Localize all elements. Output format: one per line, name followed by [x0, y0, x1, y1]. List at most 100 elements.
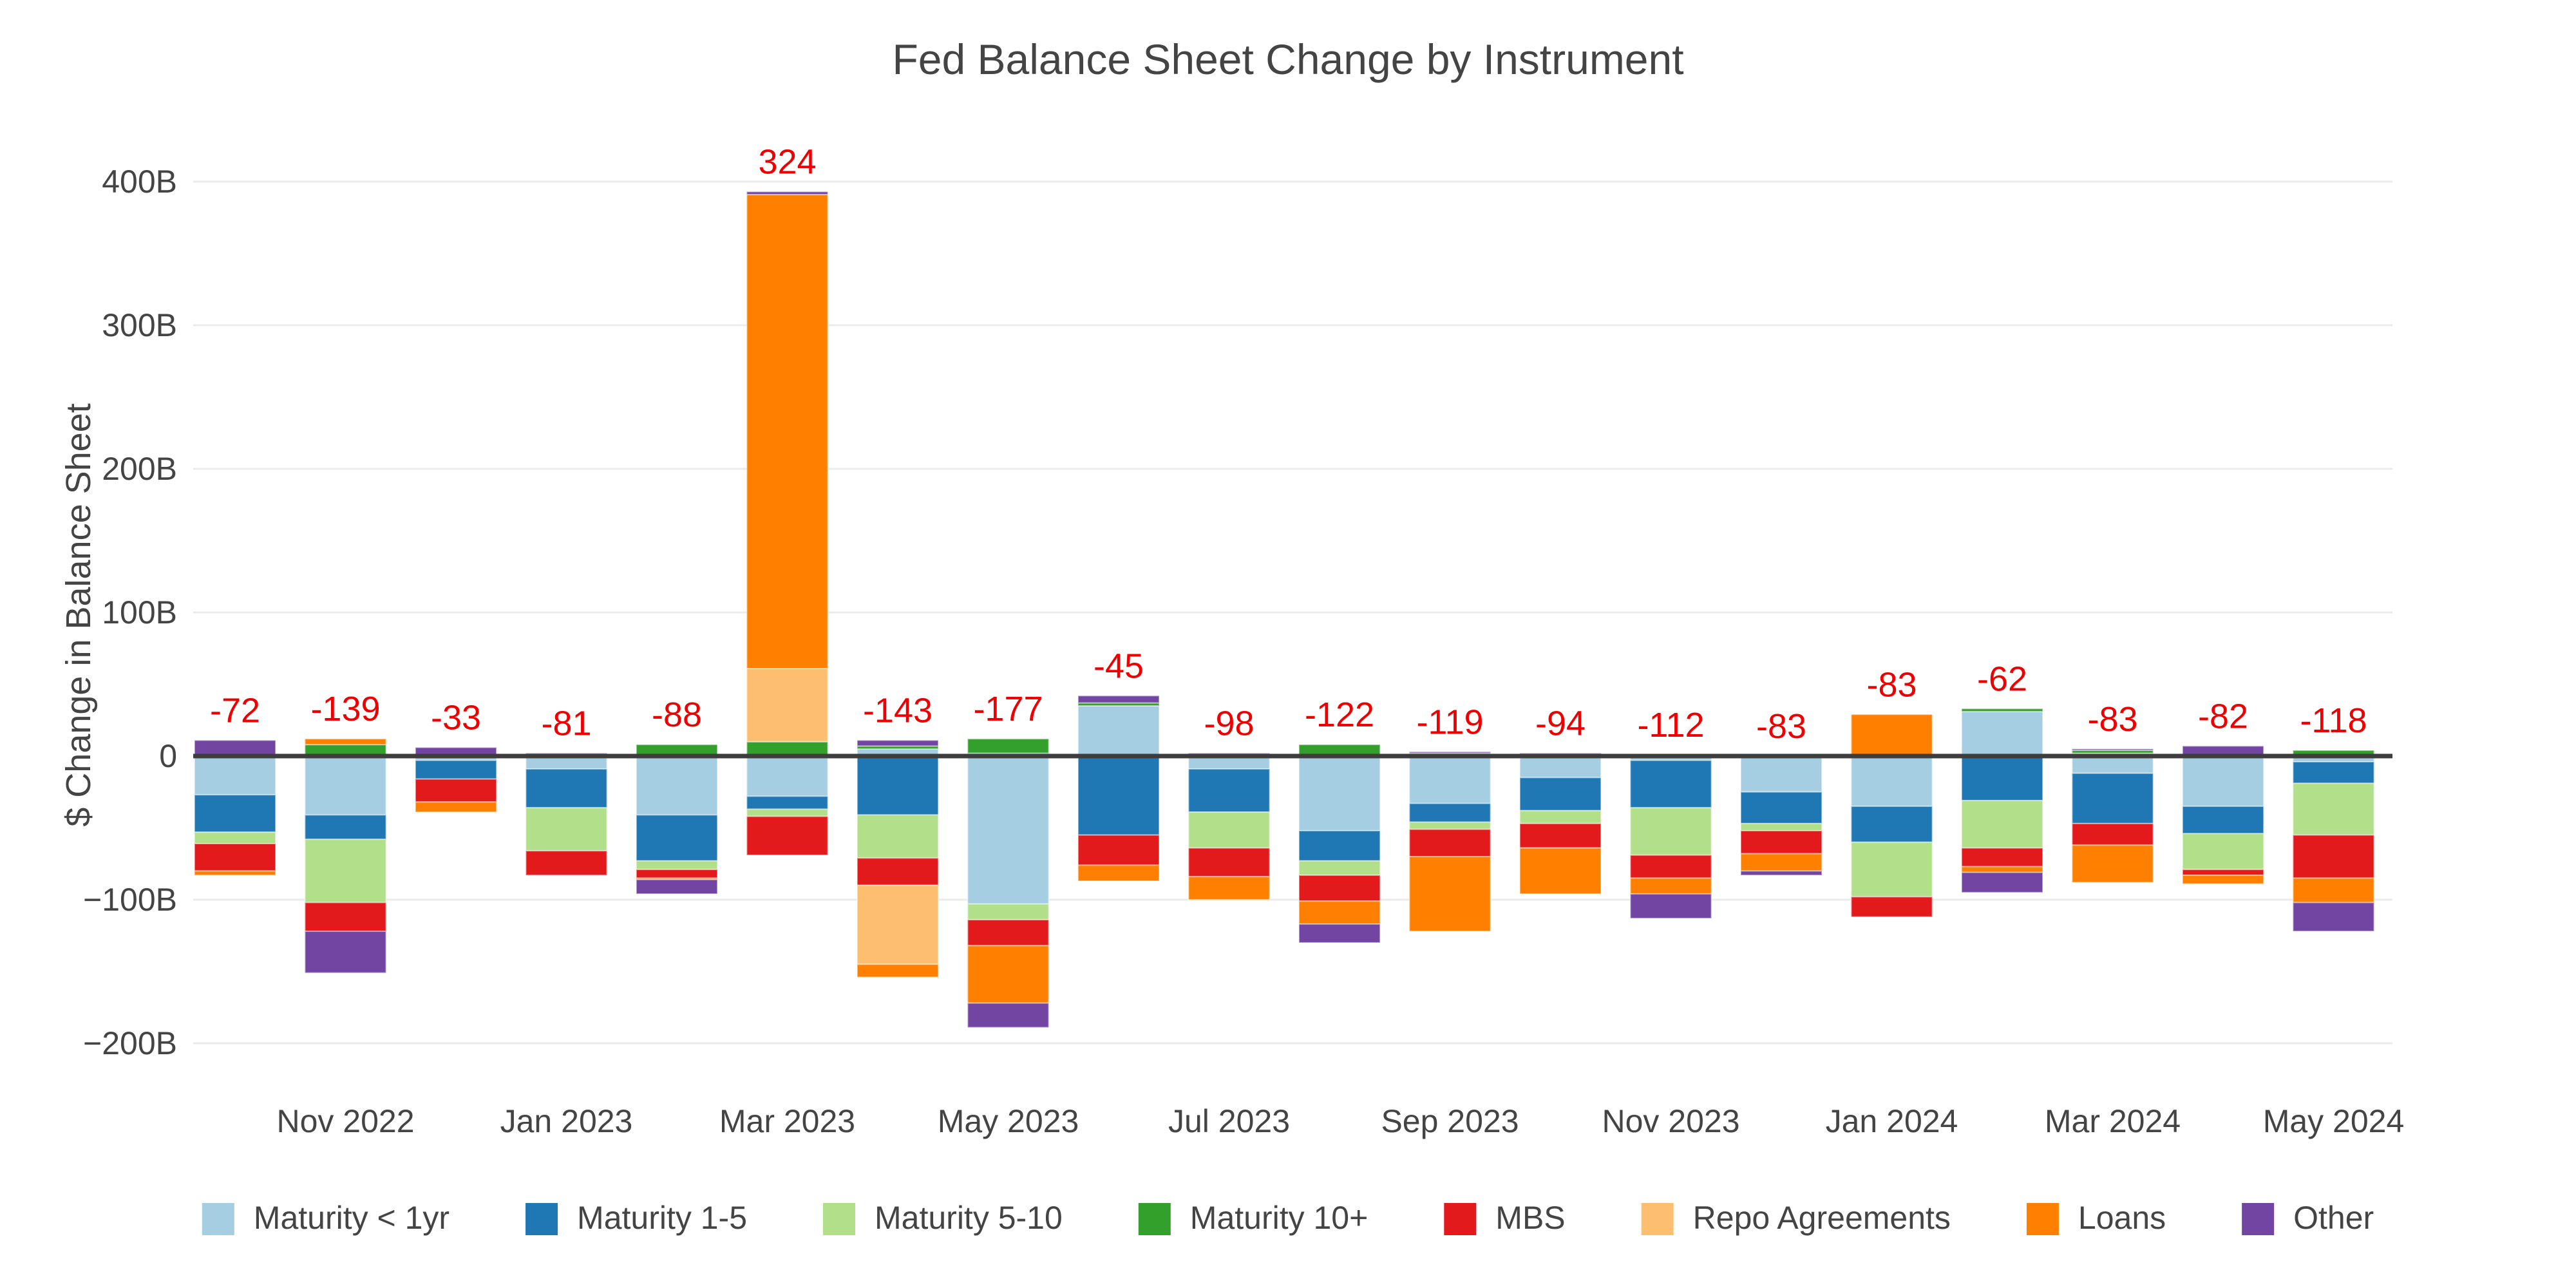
bar-segment[interactable]	[1298, 875, 1381, 902]
bar-segment[interactable]	[1188, 847, 1271, 878]
bar-segment[interactable]	[967, 919, 1050, 947]
bar-segment[interactable]	[1298, 900, 1381, 925]
bar-segment[interactable]	[967, 1002, 1050, 1028]
bar-segment[interactable]	[1077, 834, 1160, 866]
bar-segment[interactable]	[857, 884, 939, 965]
bar-segment[interactable]	[1188, 811, 1271, 849]
legend-item[interactable]: MBS	[1444, 1200, 1566, 1236]
bar-segment[interactable]	[415, 778, 497, 803]
bar-segment[interactable]	[1850, 896, 1933, 918]
bar-segment[interactable]	[1961, 847, 2043, 867]
bar-segment[interactable]	[2071, 748, 2154, 752]
bar-segment[interactable]	[1077, 705, 1160, 757]
legend-item[interactable]: Loans	[2026, 1200, 2166, 1236]
bar-segment[interactable]	[2071, 755, 2154, 774]
bar-segment[interactable]	[857, 963, 939, 978]
bar-segment[interactable]	[2182, 806, 2264, 835]
bar-segment[interactable]	[1629, 759, 1712, 809]
bar-segment[interactable]	[1740, 870, 1823, 876]
bar-segment[interactable]	[967, 945, 1050, 1004]
bar-segment[interactable]	[2182, 755, 2264, 808]
bar-segment[interactable]	[304, 931, 387, 974]
x-tick-label[interactable]: Nov 2023	[1602, 1103, 1739, 1139]
bar-segment[interactable]	[1961, 708, 2043, 712]
legend-swatch[interactable]	[2242, 1203, 2275, 1235]
legend-swatch[interactable]	[823, 1203, 856, 1235]
bar-segment[interactable]	[636, 814, 718, 862]
bar-segment[interactable]	[2292, 834, 2375, 879]
legend-swatch[interactable]	[526, 1203, 558, 1235]
x-tick-label[interactable]: Nov 2022	[276, 1103, 414, 1139]
x-tick-label[interactable]: Jan 2024	[1826, 1103, 1958, 1139]
bar-segment[interactable]	[746, 795, 829, 810]
bar-segment[interactable]	[1740, 853, 1823, 872]
bar-segment[interactable]	[1629, 854, 1712, 879]
bar-segment[interactable]	[525, 807, 608, 852]
bar-segment[interactable]	[1408, 755, 1492, 804]
bar-segment[interactable]	[304, 902, 387, 933]
bar-segment[interactable]	[746, 194, 829, 669]
bar-segment[interactable]	[525, 768, 608, 809]
bar-segment[interactable]	[1408, 821, 1492, 830]
legend-item[interactable]: Maturity < 1yr	[202, 1200, 450, 1236]
bar-segment[interactable]	[1077, 695, 1160, 704]
legend-item[interactable]: Repo Agreements	[1641, 1200, 1951, 1236]
bar-segment[interactable]	[304, 838, 387, 904]
x-tick-label[interactable]: Jul 2023	[1168, 1103, 1290, 1139]
bar-segment[interactable]	[415, 759, 497, 780]
x-tick-label[interactable]: Mar 2023	[719, 1103, 855, 1139]
bar-segment[interactable]	[2292, 782, 2375, 836]
legend-item[interactable]: Maturity 10+	[1138, 1200, 1368, 1236]
bar-segment[interactable]	[194, 831, 276, 845]
bar-segment[interactable]	[525, 850, 608, 876]
bar-segment[interactable]	[2182, 869, 2264, 876]
bar-segment[interactable]	[415, 801, 497, 813]
bar-segment[interactable]	[2071, 772, 2154, 824]
bar-segment[interactable]	[2182, 833, 2264, 871]
bar-segment[interactable]	[746, 815, 829, 856]
bar-segment[interactable]	[1519, 777, 1602, 811]
bar-segment[interactable]	[1408, 856, 1492, 933]
bar-segment[interactable]	[194, 755, 276, 796]
bar-segment[interactable]	[857, 814, 939, 859]
bar-segment[interactable]	[1850, 714, 1933, 757]
bar-segment[interactable]	[304, 814, 387, 840]
bar-segment[interactable]	[415, 746, 497, 755]
bar-segment[interactable]	[1850, 841, 1933, 898]
bar-segment[interactable]	[1077, 755, 1160, 836]
bar-segment[interactable]	[636, 755, 718, 816]
legend-swatch[interactable]	[1641, 1203, 1674, 1235]
bar-segment[interactable]	[304, 755, 387, 816]
bar-segment[interactable]	[636, 860, 718, 871]
bar-segment[interactable]	[2182, 745, 2264, 755]
bar-segment[interactable]	[1961, 871, 2043, 893]
bar-segment[interactable]	[857, 857, 939, 886]
x-tick-label[interactable]: May 2023	[938, 1103, 1079, 1139]
legend-swatch[interactable]	[202, 1203, 234, 1235]
bar-segment[interactable]	[967, 755, 1050, 905]
bar-segment[interactable]	[1298, 829, 1381, 862]
bar-segment[interactable]	[857, 755, 939, 816]
legend-swatch[interactable]	[1444, 1203, 1477, 1235]
bar-segment[interactable]	[1740, 755, 1823, 793]
bar-segment[interactable]	[746, 808, 829, 817]
bar-segment[interactable]	[1629, 807, 1712, 856]
bar-segment[interactable]	[1519, 810, 1602, 824]
bar-segment[interactable]	[1408, 751, 1492, 754]
x-tick-label[interactable]: Mar 2024	[2045, 1103, 2181, 1139]
bar-segment[interactable]	[2292, 902, 2375, 933]
bar-segment[interactable]	[1519, 822, 1602, 849]
bar-segment[interactable]	[1519, 755, 1602, 779]
bar-segment[interactable]	[194, 843, 276, 872]
bar-segment[interactable]	[857, 739, 939, 747]
bar-segment[interactable]	[636, 878, 718, 895]
x-tick-label[interactable]: Sep 2023	[1381, 1103, 1519, 1139]
bar-segment[interactable]	[2292, 761, 2375, 784]
bar-segment[interactable]	[1188, 768, 1271, 813]
bar-segment[interactable]	[2071, 844, 2154, 884]
bar-segment[interactable]	[2182, 875, 2264, 885]
bar-segment[interactable]	[194, 870, 276, 876]
bar-segment[interactable]	[1961, 755, 2043, 802]
bar-segment[interactable]	[1961, 800, 2043, 849]
bar-segment[interactable]	[194, 794, 276, 833]
